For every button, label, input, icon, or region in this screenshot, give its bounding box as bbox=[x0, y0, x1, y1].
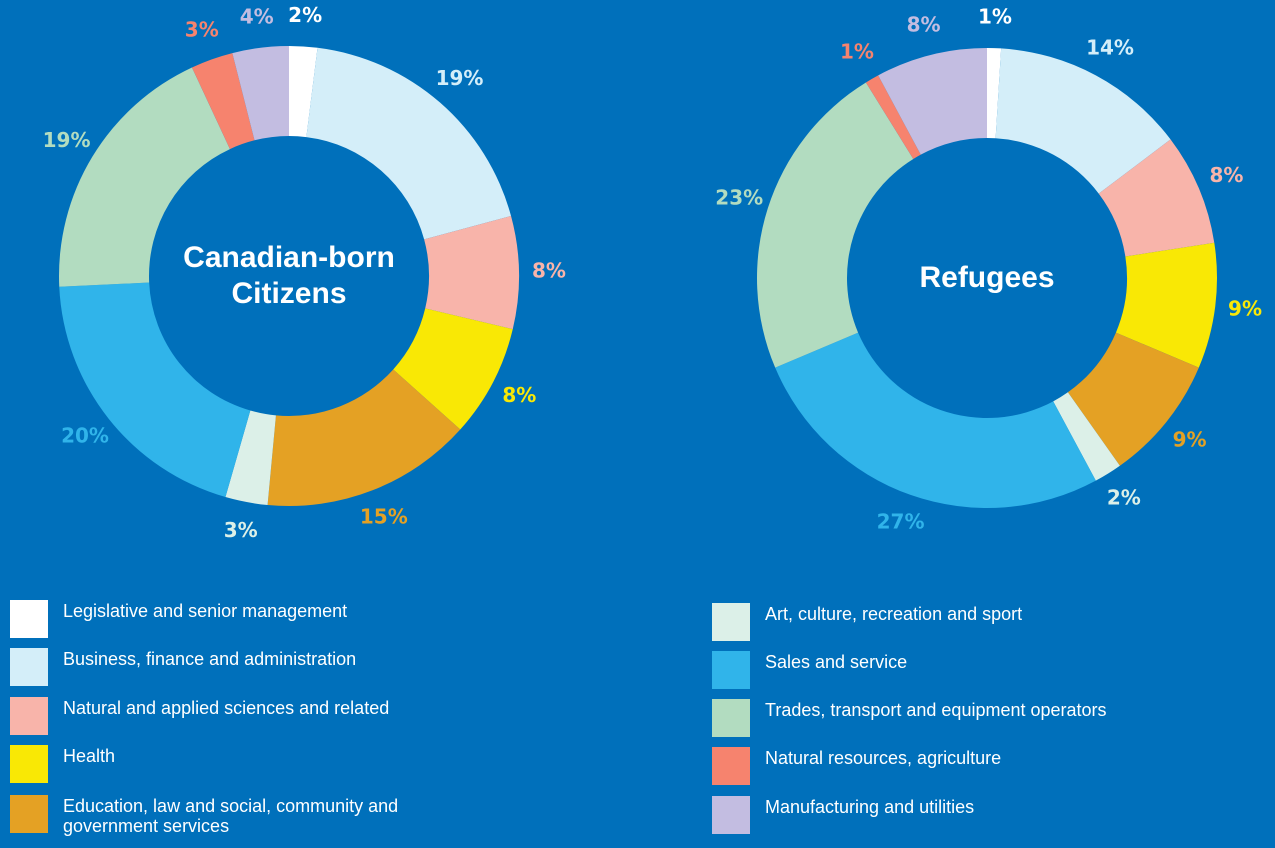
legend-label: Sales and service bbox=[765, 652, 908, 672]
slice-label: 14% bbox=[1086, 35, 1134, 59]
donut-slice bbox=[878, 48, 987, 155]
chart-title: Canadian-born Citizens bbox=[183, 241, 395, 310]
donut-slice bbox=[232, 46, 289, 141]
slice-label: 27% bbox=[877, 510, 925, 534]
donut-slice bbox=[865, 75, 921, 159]
donut-slice bbox=[267, 369, 461, 506]
donut-slice bbox=[1067, 332, 1199, 466]
slice-label: 19% bbox=[436, 66, 484, 90]
slice-label: 3% bbox=[185, 18, 219, 42]
legend-item: Health bbox=[10, 745, 530, 783]
legend-label: Education, law and social, community and… bbox=[63, 796, 399, 836]
legend-swatch bbox=[10, 795, 48, 833]
legend-swatch bbox=[10, 697, 48, 735]
legend-label: Trades, transport and equipment operator… bbox=[765, 700, 1107, 720]
slice-label: 9% bbox=[1173, 428, 1207, 452]
legend-item: Manufacturing and utilities bbox=[712, 796, 1232, 834]
slice-label: 3% bbox=[224, 518, 258, 542]
slice-label: 8% bbox=[907, 12, 941, 36]
donut-slice bbox=[424, 215, 519, 330]
slice-label: 23% bbox=[715, 186, 763, 210]
donut-slice bbox=[1098, 139, 1215, 257]
donut-slice bbox=[59, 67, 230, 287]
legend-label: Natural and applied sciences and related bbox=[63, 698, 390, 718]
slice-label: 1% bbox=[978, 5, 1012, 29]
legend-swatch bbox=[10, 648, 48, 686]
legend-label: Natural resources, agriculture bbox=[765, 748, 1002, 768]
donut-slice bbox=[987, 48, 1002, 139]
slice-label: 9% bbox=[1228, 296, 1262, 320]
legend-label: Health bbox=[63, 746, 116, 766]
legend-item: Education, law and social, community and… bbox=[10, 795, 530, 836]
slice-label: 4% bbox=[240, 5, 274, 29]
legend-swatch bbox=[10, 745, 48, 783]
legend-swatch bbox=[712, 747, 750, 785]
slice-label: 19% bbox=[43, 128, 91, 152]
donut-slice bbox=[59, 282, 251, 498]
donut-slice bbox=[289, 46, 318, 138]
slice-label: 8% bbox=[532, 258, 566, 282]
legend-swatch bbox=[712, 651, 750, 689]
legend-label: Legislative and senior management bbox=[63, 601, 348, 621]
donut-slice bbox=[225, 410, 276, 505]
donut-slice bbox=[1115, 242, 1217, 368]
legend-item: Trades, transport and equipment operator… bbox=[712, 699, 1232, 737]
donut-slice bbox=[191, 53, 255, 150]
donut-slice bbox=[306, 47, 512, 240]
legend-swatch bbox=[10, 600, 48, 638]
slice-label: 15% bbox=[360, 505, 408, 529]
slice-label: 2% bbox=[288, 3, 322, 27]
legend-label: Art, culture, recreation and sport bbox=[765, 604, 1023, 624]
legend-label: Manufacturing and utilities bbox=[765, 797, 975, 817]
legend-swatch bbox=[712, 603, 750, 641]
legend-item: Natural resources, agriculture bbox=[712, 747, 1232, 785]
slice-label: 8% bbox=[502, 383, 536, 407]
legend-swatch bbox=[712, 796, 750, 834]
slice-label: 2% bbox=[1107, 486, 1141, 510]
legend-item: Sales and service bbox=[712, 651, 1232, 689]
legend-item: Legislative and senior management bbox=[10, 600, 530, 638]
legend-item: Business, finance and administration bbox=[10, 648, 530, 686]
slice-label: 8% bbox=[1209, 163, 1243, 187]
legend-item: Natural and applied sciences and related bbox=[10, 697, 530, 735]
donut-slice bbox=[756, 82, 914, 368]
donut-slice bbox=[995, 48, 1171, 194]
slice-label: 20% bbox=[61, 424, 109, 448]
chart-title: Refugees bbox=[919, 261, 1055, 294]
donut-slice bbox=[1053, 392, 1120, 481]
donut-slice bbox=[775, 332, 1096, 508]
legend-label: Business, finance and administration bbox=[63, 649, 357, 669]
legend-swatch bbox=[712, 699, 750, 737]
legend-item: Art, culture, recreation and sport bbox=[712, 603, 1232, 641]
donut-slice bbox=[393, 308, 513, 430]
slice-label: 1% bbox=[840, 39, 874, 63]
